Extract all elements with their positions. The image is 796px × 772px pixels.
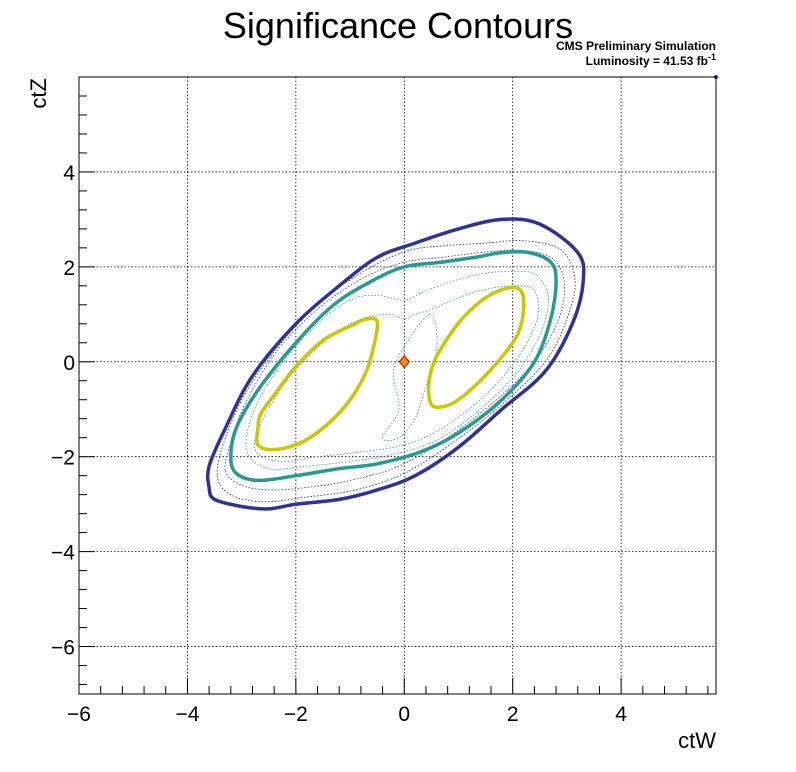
x-tick-label: 4 [615, 703, 627, 726]
contour-inner-dotted-1 [245, 270, 549, 470]
y-tick-label: 2 [63, 257, 75, 280]
plot-frame [78, 76, 717, 695]
contour-mid-dotted-2 [224, 249, 566, 491]
axis-ticks [78, 76, 709, 694]
luminosity-label: Luminosity = 41.53 fb-1 [586, 52, 716, 68]
x-tick-label: −6 [67, 703, 91, 726]
x-tick-label: 2 [507, 703, 519, 726]
chart-title: Significance Contours [223, 5, 573, 46]
y-tick-label: −2 [51, 447, 75, 470]
tick-labels: −6 −4 −2 0 2 4 −6 −4 −2 0 2 4 [51, 162, 627, 726]
contour-mid-dotted-1 [216, 240, 576, 503]
luminosity-value: Luminosity = 41.53 fb [586, 54, 708, 68]
best-fit-marker [398, 354, 410, 369]
x-axis-label: ctW [678, 728, 716, 753]
y-tick-label: 0 [63, 352, 75, 375]
plot-border [78, 76, 717, 695]
cms-label: CMS Preliminary Simulation [556, 39, 716, 53]
contour-outer [205, 217, 586, 511]
contour-inner-right [426, 285, 526, 410]
x-tick-label: 0 [398, 703, 410, 726]
x-tick-label: −2 [284, 703, 308, 726]
luminosity-unit-exponent: -1 [708, 52, 716, 62]
x-tick-label: −4 [175, 703, 199, 726]
contour-inner-dotted-2 [254, 285, 539, 463]
contour-middle [229, 249, 558, 483]
y-tick-label: −4 [51, 542, 75, 565]
y-axis-label: ctZ [26, 78, 51, 109]
contour-inner-dotted-3 [382, 313, 438, 442]
contour-lines [205, 75, 718, 511]
grid-lines [79, 77, 716, 694]
y-tick-label: 4 [63, 162, 75, 185]
contour-inner-left [254, 316, 380, 452]
y-tick-label: −6 [51, 637, 75, 660]
